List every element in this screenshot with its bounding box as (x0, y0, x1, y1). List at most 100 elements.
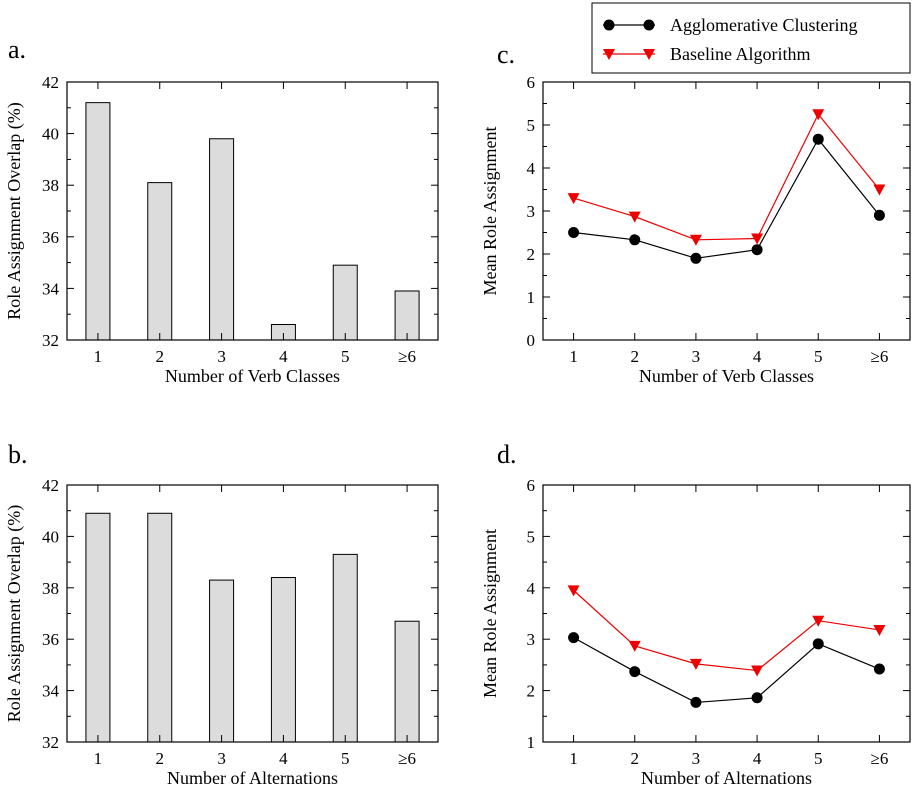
x-tick-label: ≥6 (870, 749, 888, 768)
y-tick-label: 32 (42, 331, 59, 350)
point-agglomerative (873, 663, 885, 675)
y-axis-title: Mean Role Assignment (480, 127, 500, 296)
x-tick-label: 4 (279, 347, 288, 366)
x-axis-title: Number of Verb Classes (639, 366, 814, 386)
legend: Agglomerative Clustering Baseline Algori… (591, 2, 911, 74)
bar (85, 512, 111, 743)
y-tick-label: 34 (42, 279, 60, 298)
x-tick-label: 1 (94, 749, 103, 768)
point-agglomerative (568, 227, 580, 238)
plot-frame (66, 484, 439, 743)
y-tick-label: 42 (42, 476, 59, 495)
point-baseline (567, 193, 580, 205)
y-tick-label: 6 (527, 73, 536, 92)
x-tick-label: 3 (692, 749, 701, 768)
bar (394, 290, 420, 341)
x-axis-title: Number of Verb Classes (165, 366, 340, 386)
y-tick-label: 40 (42, 527, 59, 546)
bar (332, 553, 358, 743)
point-baseline (567, 585, 580, 597)
point-baseline (812, 615, 825, 627)
y-tick-label: 3 (527, 630, 536, 649)
point-baseline (689, 658, 702, 670)
x-tick-label: 5 (814, 347, 823, 366)
x-tick-label: 5 (341, 347, 350, 366)
x-tick-label: 3 (217, 749, 226, 768)
bar (85, 102, 111, 341)
x-tick-label: 4 (753, 749, 762, 768)
y-tick-label: 3 (527, 202, 536, 221)
x-tick-label: 4 (279, 749, 288, 768)
point-baseline (628, 640, 641, 652)
point-baseline (628, 211, 641, 223)
x-axis-title: Number of Alternations (641, 768, 812, 788)
bar (209, 579, 235, 743)
y-axis-title: Mean Role Assignment (480, 529, 500, 698)
y-tick-label: 2 (527, 245, 536, 264)
x-tick-label: 3 (217, 347, 226, 366)
x-axis-title: Number of Alternations (167, 768, 338, 788)
point-agglomerative (690, 696, 702, 708)
y-tick-label: 34 (42, 682, 60, 701)
x-tick-label: 3 (692, 347, 701, 366)
y-tick-label: 40 (42, 125, 59, 144)
legend-box (591, 2, 911, 74)
legend-marker-agglomerative (603, 19, 615, 31)
bar (147, 182, 173, 341)
legend-marker-baseline (603, 49, 615, 60)
point-agglomerative (751, 244, 763, 256)
x-tick-label: 2 (156, 347, 165, 366)
chart-panel-d: d. 1 2 3 4 5 6 1 2 3 4 5 ≥6 Number of Alternations Mea… (480, 440, 911, 788)
y-tick-label: 4 (527, 159, 536, 178)
panel-label: b. (8, 440, 28, 469)
point-baseline (873, 184, 886, 196)
point-baseline (751, 665, 764, 677)
x-tick-label: 5 (814, 749, 823, 768)
y-tick-label: 1 (527, 733, 536, 752)
point-agglomerative (812, 638, 824, 650)
plot-frame (542, 81, 911, 341)
y-tick-label: 0 (527, 331, 536, 350)
series-line-baseline (573, 113, 880, 241)
y-tick-label: 1 (527, 288, 536, 307)
bar (147, 512, 173, 743)
y-tick-label: 32 (42, 733, 59, 752)
y-tick-label: 38 (42, 176, 59, 195)
plot-frame (542, 484, 911, 743)
y-tick-label: 5 (527, 116, 536, 135)
point-agglomerative (629, 666, 641, 678)
x-tick-label: ≥6 (870, 347, 888, 366)
x-tick-label: 2 (156, 749, 165, 768)
point-agglomerative (812, 133, 824, 145)
point-agglomerative (690, 252, 702, 264)
y-tick-label: 42 (42, 73, 59, 92)
x-tick-label: 2 (631, 347, 640, 366)
point-baseline (812, 109, 825, 121)
plot-frame (66, 81, 439, 341)
y-tick-label: 4 (527, 579, 536, 598)
bar (394, 620, 420, 743)
x-tick-label: 4 (753, 347, 762, 366)
panel-label: d. (497, 440, 517, 469)
y-tick-label: 5 (527, 527, 536, 546)
x-tick-label: 1 (569, 749, 578, 768)
x-tick-label: 5 (341, 749, 350, 768)
series-line-agglomerative (573, 637, 880, 704)
point-agglomerative (751, 692, 763, 704)
x-tick-label: 2 (631, 749, 640, 768)
panel-label: a. (8, 35, 26, 64)
legend-marker-agglomerative (643, 19, 655, 31)
legend-marker-baseline (643, 49, 655, 60)
x-tick-label: ≥6 (398, 347, 416, 366)
series-line-agglomerative (573, 138, 880, 259)
point-baseline (689, 234, 702, 246)
point-agglomerative (873, 209, 885, 221)
bar (209, 138, 235, 341)
point-agglomerative (568, 632, 580, 644)
bar (270, 577, 296, 743)
point-baseline (873, 624, 886, 636)
y-axis-title: Role Assignment Overlap (%) (4, 505, 25, 722)
x-tick-label: 1 (569, 347, 578, 366)
